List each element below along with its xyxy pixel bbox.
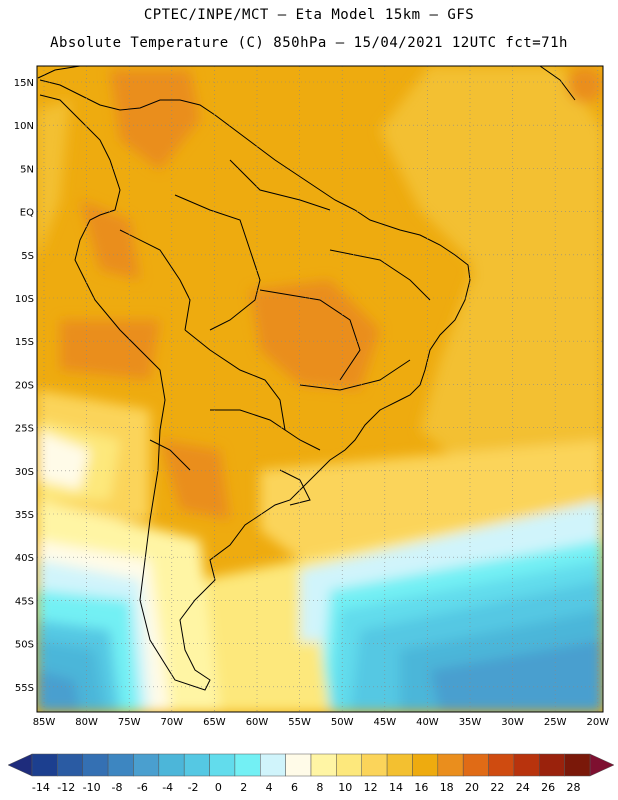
temperature-field	[37, 66, 603, 712]
lat-label: 10S	[15, 294, 34, 305]
colorbar-tick-label: 10	[338, 781, 352, 794]
lat-label: 30S	[15, 467, 34, 478]
colorbar-swatch	[57, 753, 83, 777]
colorbar-swatch	[386, 753, 413, 777]
colorbar-tick-label: -6	[137, 781, 148, 794]
colorbar-tick-label: -10	[83, 781, 101, 794]
colorbar-tick-label: 22	[490, 781, 504, 794]
map-frame	[36, 65, 604, 713]
colorbar-swatch	[437, 753, 464, 777]
colorbar-labels: -14 -12 -10 -8 -6 -4 -2 0 2 4 6 8 10 12 14 16 18 20 22 24 26…	[32, 781, 581, 794]
lat-label: 50S	[15, 640, 34, 651]
latitude-labels: 15N 10N 5N EQ 5S 10S 15S 20S 25S 30S 35S 40S 45S 50S 5…	[14, 78, 34, 694]
colorbar-swatch	[361, 753, 388, 777]
colorbar-swatch	[513, 753, 540, 777]
lon-label: 30W	[501, 717, 524, 728]
lon-label: 20W	[586, 717, 609, 728]
colorbar-swatch	[209, 753, 236, 777]
lon-label: 35W	[459, 717, 482, 728]
lon-label: 40W	[416, 717, 439, 728]
colorbar-tick-label: -2	[188, 781, 199, 794]
colorbar-swatch	[412, 753, 439, 777]
lat-label: 20S	[15, 380, 34, 391]
lon-label: 75W	[118, 717, 141, 728]
colorbar-swatch	[564, 753, 591, 777]
lat-label: 35S	[15, 510, 34, 521]
colorbar-swatch	[488, 753, 515, 777]
map-title-line2: Absolute Temperature (C) 850hPa – 15/04/…	[50, 35, 568, 51]
colorbar-swatch	[462, 753, 489, 777]
colorbar-tick-label: 28	[567, 781, 581, 794]
colorbar-swatch	[539, 753, 565, 777]
colorbar-tick-label: -14	[32, 781, 50, 794]
lon-label: 45W	[373, 717, 396, 728]
coastlines	[37, 66, 576, 691]
colorbar-swatch	[260, 753, 286, 777]
colorbar-tick-label: -12	[57, 781, 75, 794]
lon-label: 55W	[288, 717, 311, 728]
colorbar-swatch	[234, 753, 261, 777]
colorbar	[7, 753, 615, 777]
lat-label: 25S	[15, 424, 34, 435]
colorbar-tick-label: 26	[541, 781, 555, 794]
colorbar-tick-label: 6	[291, 781, 298, 794]
lat-label: 55S	[15, 683, 34, 694]
colorbar-tick-label: -4	[162, 781, 173, 794]
colorbar-swatch	[310, 753, 337, 777]
longitude-labels: 85W 80W 75W 70W 65W 60W 55W 50W 45W 40W 35W 30W 25W 2…	[33, 717, 610, 728]
colorbar-tick-label: 8	[316, 781, 323, 794]
colorbar-swatch	[82, 753, 109, 777]
colorbar-min-arrow	[7, 753, 33, 777]
lon-label: 65W	[203, 717, 226, 728]
colorbar-tick-label: 2	[240, 781, 247, 794]
lon-label: 50W	[331, 717, 354, 728]
lat-label: 10N	[14, 121, 34, 132]
lat-label: 45S	[15, 596, 34, 607]
lon-label: 80W	[75, 717, 98, 728]
colorbar-swatch	[31, 753, 58, 777]
colorbar-swatch	[158, 753, 185, 777]
colorbar-tick-label: 16	[414, 781, 428, 794]
map-title-line1: CPTEC/INPE/MCT – Eta Model 15km – GFS	[143, 7, 475, 23]
colorbar-tick-label: 24	[516, 781, 530, 794]
colorbar-swatch	[336, 753, 362, 777]
lat-label: 15S	[15, 337, 34, 348]
colorbar-tick-label: 20	[465, 781, 479, 794]
colorbar-tick-label: 0	[215, 781, 222, 794]
lon-label: 60W	[246, 717, 269, 728]
colorbar-tick-label: -8	[111, 781, 122, 794]
lon-label: 85W	[33, 717, 56, 728]
lat-label: 40S	[15, 553, 34, 564]
colorbar-swatch	[133, 753, 160, 777]
lat-label: 15N	[14, 78, 34, 89]
colorbar-tick-label: 4	[266, 781, 273, 794]
lon-label: 25W	[544, 717, 567, 728]
colorbar-swatch	[285, 753, 312, 777]
colorbar-tick-label: 18	[440, 781, 454, 794]
lat-label: 5N	[20, 164, 34, 175]
lat-label: EQ	[20, 208, 34, 219]
lon-label: 70W	[160, 717, 183, 728]
colorbar-tick-label: 12	[364, 781, 378, 794]
colorbar-max-arrow	[589, 753, 615, 777]
colorbar-swatch	[107, 753, 134, 777]
colorbar-swatch	[183, 753, 210, 777]
colorbar-tick-label: 14	[389, 781, 403, 794]
lat-label: 5S	[21, 251, 34, 262]
